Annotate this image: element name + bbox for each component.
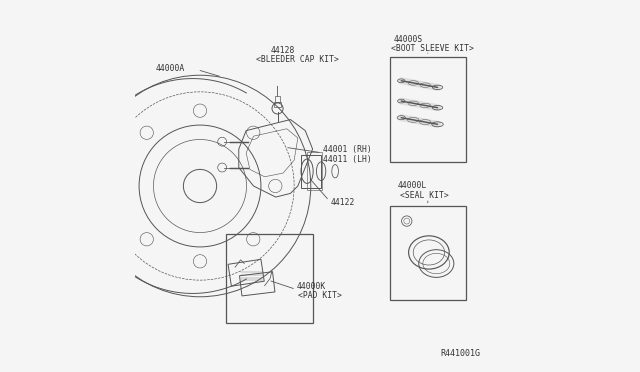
Text: R441001G: R441001G (440, 350, 480, 359)
Text: 44000A: 44000A (156, 64, 185, 73)
Text: <BLEEDER CAP KIT>: <BLEEDER CAP KIT> (257, 55, 339, 64)
Text: 44000K: 44000K (297, 282, 326, 291)
Text: <BOOT SLEEVE KIT>: <BOOT SLEEVE KIT> (391, 44, 474, 53)
Bar (307, 152, 322, 190)
Text: 44000L: 44000L (397, 182, 427, 190)
Text: <SEAL KIT>: <SEAL KIT> (401, 191, 449, 200)
Bar (390, 206, 466, 301)
Bar (301, 155, 321, 188)
Text: 44122: 44122 (330, 198, 355, 207)
Bar (274, 102, 281, 107)
Bar (275, 96, 280, 102)
Bar (390, 57, 466, 162)
Text: 44128: 44128 (271, 46, 295, 55)
Text: <PAD KIT>: <PAD KIT> (298, 291, 342, 300)
Text: 44000S: 44000S (394, 35, 423, 44)
Bar (226, 234, 312, 323)
Text: 44001 (RH): 44001 (RH) (323, 145, 372, 154)
Text: 44011 (LH): 44011 (LH) (323, 154, 372, 164)
